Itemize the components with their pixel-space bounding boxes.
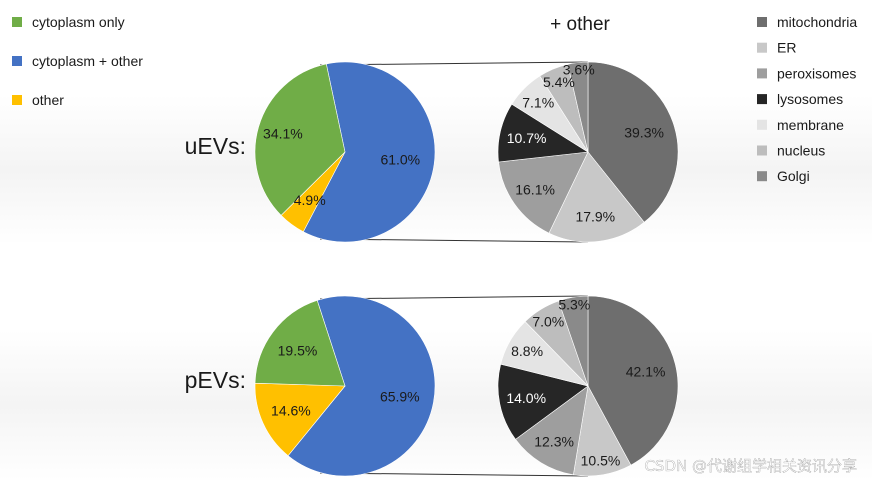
data-label-pevs-other-membrane: 8.8% [511, 343, 543, 359]
legend-label-other: other [32, 92, 64, 108]
slice-pevs-other-lysosomes [497, 363, 589, 440]
slice-pevs-cytoplasm-other [287, 295, 436, 477]
legend-label-er: ER [777, 40, 796, 56]
data-label-pevs-other-golgi: 5.3% [558, 296, 590, 312]
legend-label-mitochondria: mitochondria [777, 14, 857, 30]
legend-label-cytoplasm-only: cytoplasm only [32, 14, 125, 30]
data-label-pevs-cytoplasm-only: 19.5% [278, 342, 318, 358]
legend-label-membrane: membrane [777, 117, 844, 133]
legend-swatch-er [757, 42, 767, 53]
data-label-uevs-other-nucleus: 5.4% [543, 74, 575, 90]
slice-uevs-other-mitochondria [587, 61, 679, 223]
legend-main: cytoplasm only cytoplasm + other other [12, 14, 143, 108]
data-label-uevs-other-er: 17.9% [575, 208, 615, 224]
watermark-text: CSDN @代谢组学相关资讯分享 [644, 457, 857, 475]
data-label-pevs-other-peroxisomes: 12.3% [534, 433, 574, 449]
legend-label-cytoplasm-other: cytoplasm + other [32, 53, 143, 69]
legend-swatch-membrane [757, 119, 767, 130]
upper-band [0, 95, 872, 245]
pie-uevs [254, 61, 436, 243]
legend-swatch-lysosomes [757, 94, 767, 105]
slice-uevs-cytoplasm-only [254, 63, 346, 216]
data-label-uevs-cytoplasm-only: 34.1% [263, 126, 303, 142]
data-label-pevs-other-lysosomes: 14.0% [506, 390, 546, 406]
row-label-pevs: pEVs: [185, 367, 246, 393]
legend-label-golgi: Golgi [777, 168, 810, 184]
slice-uevs-cytoplasm-other [302, 61, 436, 243]
data-label-pevs-other-er: 10.5% [581, 453, 621, 469]
slice-pevs-other [254, 382, 346, 457]
lower-band [0, 330, 872, 480]
data-label-uevs-other-golgi: 3.6% [563, 62, 595, 78]
data-label-uevs-other-peroxisomes: 16.1% [515, 182, 555, 198]
pie-pevs-other [497, 295, 679, 477]
legend-label-lysosomes: lysosomes [777, 91, 843, 107]
legend-swatch-cytoplasm-only [12, 17, 22, 27]
slice-pevs-other-mitochondria [587, 295, 679, 466]
data-label-pevs-other: 14.6% [271, 403, 311, 419]
row-label-uevs: uEVs: [185, 133, 246, 159]
legend-swatch-cytoplasm-other [12, 56, 22, 66]
slice-uevs-other-golgi [567, 61, 589, 153]
legend-label-nucleus: nucleus [777, 143, 825, 159]
slice-pevs-cytoplasm-only [254, 300, 346, 387]
data-label-uevs-other: 4.9% [294, 192, 326, 208]
slice-pevs-other-peroxisomes [515, 385, 589, 476]
legend-swatch-golgi [757, 171, 767, 182]
data-label-pevs-other-nucleus: 7.0% [532, 314, 564, 330]
legend-swatch-peroxisomes [757, 68, 767, 79]
data-label-uevs-other-membrane: 7.1% [522, 95, 554, 111]
slice-pevs-other-golgi [558, 295, 589, 387]
chart-title-other: + other [550, 14, 610, 35]
slice-uevs-other-peroxisomes [498, 151, 589, 234]
data-label-uevs-other-lysosomes: 10.7% [507, 130, 547, 146]
legend-swatch-other [12, 95, 22, 105]
legend-swatch-nucleus [757, 145, 767, 156]
data-label-uevs-other-mitochondria: 39.3% [624, 124, 664, 140]
pies [254, 61, 679, 477]
texts: 61.0% 4.9% 34.1% 39.3% 17.9% 16.1% 10.7% 7.1% 5.… [185, 14, 858, 475]
slice-uevs-other-er [548, 151, 645, 243]
data-label-pevs-cytoplasm-other: 65.9% [380, 388, 420, 404]
pie-pevs [254, 295, 436, 477]
data-label-uevs-cytoplasm-other: 61.0% [380, 152, 420, 168]
legend-other: mitochondria ER peroxisomes lysosomes membra… [757, 14, 857, 184]
pie-uevs-other [497, 61, 679, 243]
data-label-pevs-other-mitochondria: 42.1% [626, 363, 666, 379]
legend-label-peroxisomes: peroxisomes [777, 65, 856, 81]
legend-swatch-mitochondria [757, 17, 767, 27]
